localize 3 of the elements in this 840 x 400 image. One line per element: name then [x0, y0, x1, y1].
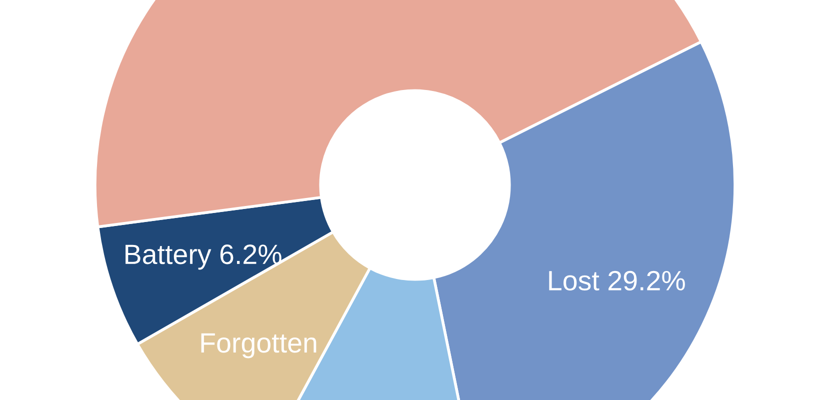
slice-label: Lost 29.2% [549, 270, 685, 291]
slice-label: Forgotten [201, 333, 316, 358]
slice-label: Battery 6.2% [126, 244, 282, 270]
